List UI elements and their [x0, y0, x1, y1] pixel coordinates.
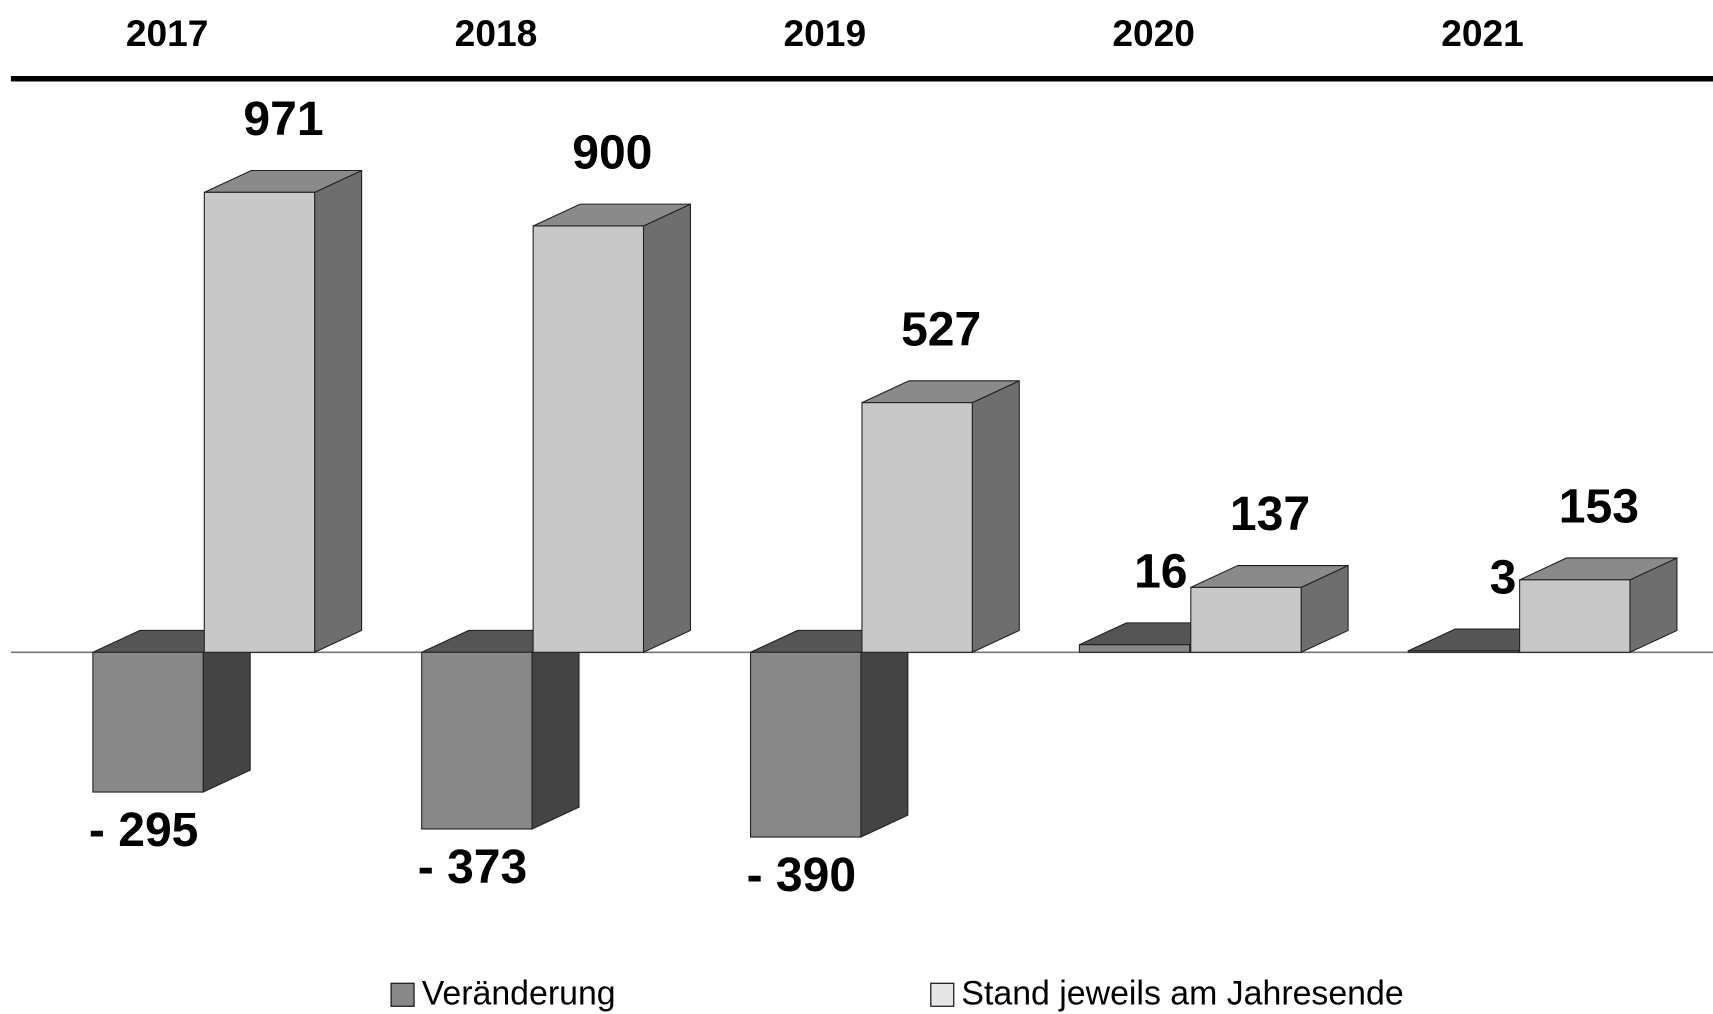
bar-front: [532, 225, 645, 653]
value-label: - 390: [747, 848, 857, 902]
bar-front: [421, 651, 533, 830]
bar-front: [1519, 579, 1631, 653]
category-label: 2019: [784, 12, 867, 54]
bar-side: [860, 629, 909, 838]
bar-front: [1407, 650, 1520, 653]
bar-front: [92, 651, 204, 793]
legend-swatch: [390, 982, 415, 1007]
bar-side: [531, 629, 580, 830]
value-label: - 373: [418, 840, 528, 894]
bar-front: [861, 402, 973, 653]
bar-front: [1078, 644, 1191, 653]
bar: [532, 203, 691, 654]
category-label: 2017: [126, 12, 209, 54]
bar: [92, 629, 251, 793]
category-label: 2021: [1441, 12, 1524, 54]
category-label: 2020: [1112, 12, 1195, 54]
bar-side: [642, 203, 691, 654]
value-label: 527: [901, 302, 981, 356]
legend-swatch: [930, 982, 955, 1007]
value-label: 16: [1134, 545, 1187, 599]
bar: [203, 169, 363, 654]
legend-label: Veränderung: [422, 974, 616, 1012]
value-label: 900: [572, 126, 652, 180]
value-label: - 295: [89, 803, 199, 857]
bar: [749, 629, 909, 838]
value-label: 153: [1559, 480, 1639, 534]
bar: [1519, 557, 1678, 654]
value-label: 3: [1490, 551, 1517, 605]
bar-front: [1190, 586, 1302, 653]
bar: [1190, 564, 1349, 654]
bar-front: [749, 651, 862, 838]
bar-side: [314, 169, 363, 654]
value-label: 971: [243, 92, 323, 146]
bar: [861, 379, 1020, 654]
legend-label: Stand jeweils am Jahresende: [961, 974, 1403, 1012]
value-label: 137: [1230, 487, 1310, 541]
bar: [421, 629, 580, 830]
bar-side: [202, 629, 251, 793]
bar-side: [971, 379, 1020, 654]
bar-front: [203, 191, 316, 653]
category-label: 2018: [455, 12, 538, 54]
